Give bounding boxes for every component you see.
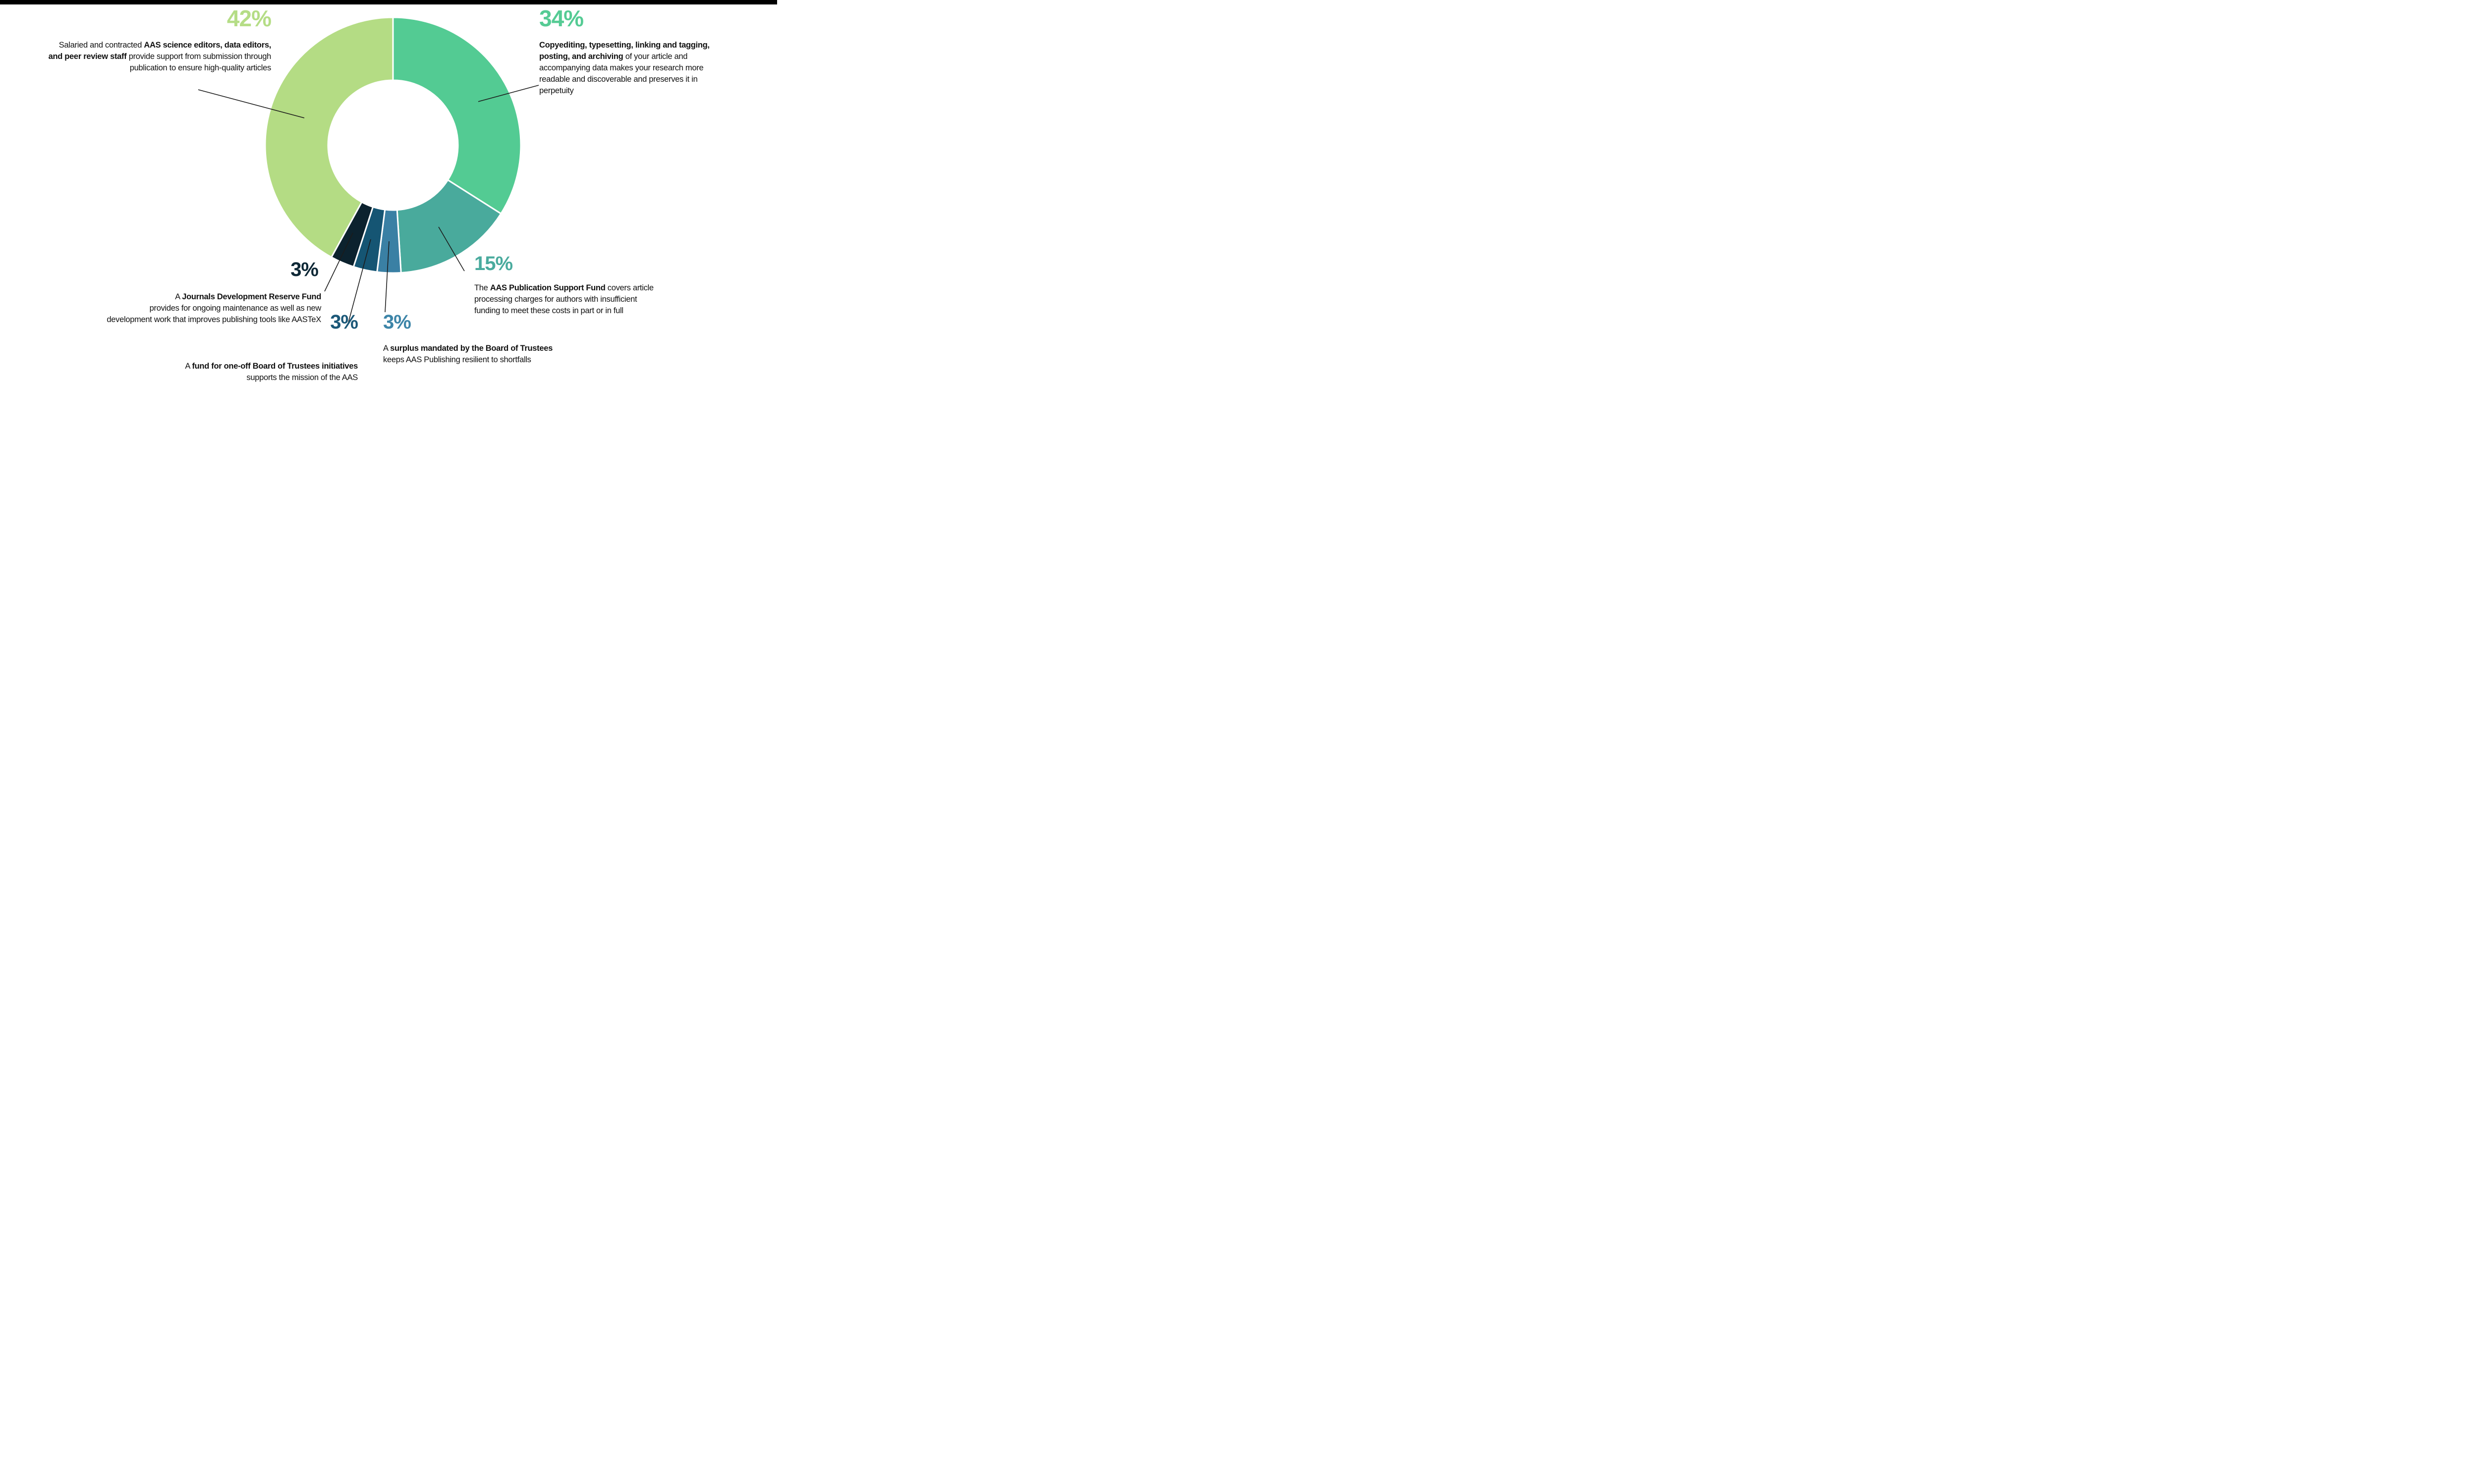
leader-line-surplus	[385, 241, 390, 313]
callout-text-surplus: A surplus mandated by the Board of Trust…	[383, 344, 553, 365]
leader-line-copyediting	[478, 85, 539, 102]
top-black-bar	[0, 0, 777, 4]
percent-label-3-reserve-fund: 3%	[290, 259, 319, 280]
callout-text-support-fund: The AAS Publication Support Fund covers …	[474, 283, 654, 316]
callout-text-one-off-fund: A fund for one-off Board of Trustees ini…	[185, 362, 358, 383]
leader-line-editors-staff	[198, 89, 305, 118]
percent-label-34: 34%	[539, 5, 584, 31]
slide: 42% Salaried and contracted AAS science …	[0, 0, 777, 401]
leader-line-reserve-fund	[324, 232, 353, 292]
callout-text-editors-staff: Salaried and contracted AAS science edit…	[48, 41, 272, 73]
donut-chart	[198, 16, 539, 327]
callout-text-copyediting: Copyediting, typesetting, linking and ta…	[539, 41, 710, 96]
percent-label-42: 42%	[226, 5, 272, 31]
leader-line-one-off-fund	[347, 239, 371, 327]
donut-segment-editors-staff	[264, 16, 394, 259]
donut-segment-copyediting	[392, 16, 522, 215]
callout-text-reserve-fund: A Journals Development Reserve Fund prov…	[107, 292, 321, 325]
percent-label-3-surplus: 3%	[383, 311, 411, 333]
leader-line-support-fund	[438, 226, 465, 272]
percent-label-15: 15%	[474, 253, 513, 275]
percent-label-3-one-off-fund: 3%	[330, 311, 358, 333]
donut-segment-support-fund	[396, 179, 502, 274]
